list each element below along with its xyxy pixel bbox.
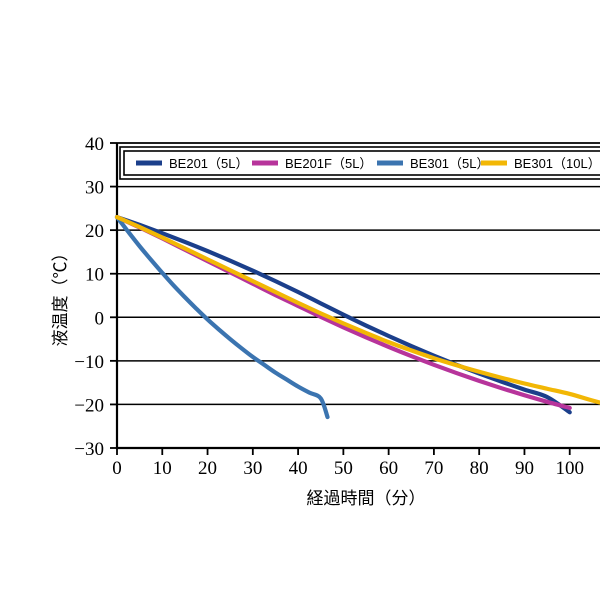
series-line-0 xyxy=(114,214,572,415)
legend-label-0: BE201（5L） xyxy=(169,156,249,171)
x-tick-label-3: 30 xyxy=(243,458,262,479)
x-axis-tickmarks xyxy=(116,448,571,455)
y-tick-label-3: 10 xyxy=(85,265,104,286)
y-tick-label-6: −20 xyxy=(74,395,104,416)
series-lines xyxy=(114,214,600,420)
chart-svg: 0102030405060708090100110 403020100−10−2… xyxy=(40,16,600,616)
chart-legend: BE201（5L） BE201F（5L） BE301（5L） BE301（10L） xyxy=(119,146,600,180)
x-axis-tick-labels: 0102030405060708090100110 xyxy=(112,458,584,479)
legend-item-1: BE201F（5L） xyxy=(252,156,372,171)
x-tick-label-9: 90 xyxy=(515,458,534,479)
y-tick-label-4: 0 xyxy=(95,308,105,329)
x-axis-title: 経過時間（分） xyxy=(307,489,426,508)
y-tick-label-2: 20 xyxy=(85,221,104,242)
y-tick-label-7: −30 xyxy=(74,439,104,460)
legend-label-1: BE201F（5L） xyxy=(285,156,372,171)
legend-label-2: BE301（5L） xyxy=(410,156,490,171)
legend-inner-border xyxy=(123,150,600,176)
y-axis-tick-labels: 40 30 20 10 0 −10 −20 −30 xyxy=(74,134,104,460)
x-tick-label-10: 100 xyxy=(555,458,584,479)
chart-page: 0102030405060708090100110 403020100−10−2… xyxy=(51,134,600,508)
x-tick-label-4: 40 xyxy=(289,458,308,479)
x-tick-label-1: 10 xyxy=(153,458,172,479)
x-tick-label-6: 60 xyxy=(379,458,398,479)
y-tick-label-5: −10 xyxy=(74,352,104,373)
series-line-3 xyxy=(114,214,600,405)
gridlines xyxy=(117,142,600,406)
x-tick-label-7: 70 xyxy=(424,458,443,479)
legend-item-2: BE301（5L） xyxy=(377,156,490,171)
axis-frame xyxy=(115,143,600,450)
legend-item-0: BE201（5L） xyxy=(136,156,249,171)
legend-items: BE201（5L） BE201F（5L） BE301（5L） BE301（10L） xyxy=(136,156,600,171)
legend-item-3: BE301（10L） xyxy=(481,156,600,171)
series-line-2 xyxy=(114,214,330,420)
y-axis-tickmarks xyxy=(110,142,117,449)
y-axis-title: 液温度（℃） xyxy=(51,245,70,347)
cooling-curve-chart: 0102030405060708090100110 403020100−10−2… xyxy=(40,16,600,616)
x-tick-label-8: 80 xyxy=(470,458,489,479)
legend-label-3: BE301（10L） xyxy=(514,156,600,171)
x-tick-label-5: 50 xyxy=(334,458,353,479)
x-tick-label-2: 20 xyxy=(198,458,217,479)
y-tick-label-1: 30 xyxy=(85,178,104,199)
x-tick-label-0: 0 xyxy=(112,458,122,479)
y-tick-label-0: 40 xyxy=(85,134,104,155)
